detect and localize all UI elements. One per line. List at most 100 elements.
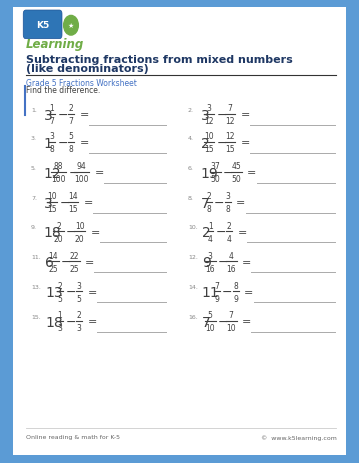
Text: 2: 2 bbox=[201, 137, 209, 150]
Text: 2: 2 bbox=[76, 311, 81, 319]
Text: 16.: 16. bbox=[188, 314, 197, 319]
Text: 88: 88 bbox=[54, 162, 64, 171]
Text: 25: 25 bbox=[48, 264, 58, 273]
Text: 11: 11 bbox=[202, 286, 220, 300]
Text: 8: 8 bbox=[225, 205, 230, 213]
Text: −: − bbox=[218, 256, 228, 269]
Text: 22: 22 bbox=[70, 251, 79, 260]
Text: Find the difference.: Find the difference. bbox=[26, 86, 100, 95]
Text: =: = bbox=[87, 317, 97, 327]
Text: −: − bbox=[57, 108, 68, 121]
Text: −: − bbox=[57, 137, 68, 150]
Text: 5.: 5. bbox=[31, 166, 37, 170]
Text: =: = bbox=[242, 257, 251, 267]
Text: −: − bbox=[68, 167, 79, 180]
Text: −: − bbox=[216, 137, 227, 150]
Text: 100: 100 bbox=[51, 175, 66, 184]
Text: 37: 37 bbox=[211, 162, 220, 171]
Text: =: = bbox=[85, 257, 94, 267]
Text: 7: 7 bbox=[214, 281, 219, 290]
Text: 3: 3 bbox=[50, 132, 55, 141]
Text: 14: 14 bbox=[68, 192, 78, 201]
Text: 20: 20 bbox=[54, 234, 64, 243]
Text: 12: 12 bbox=[225, 132, 235, 141]
Text: 10.: 10. bbox=[188, 225, 197, 230]
Text: 5: 5 bbox=[76, 294, 81, 303]
Text: ©  www.k5learning.com: © www.k5learning.com bbox=[261, 434, 336, 440]
Text: 18: 18 bbox=[45, 315, 63, 329]
Text: 14: 14 bbox=[48, 251, 58, 260]
Text: 8: 8 bbox=[206, 205, 211, 213]
Text: 15: 15 bbox=[68, 205, 78, 213]
Text: 2: 2 bbox=[69, 104, 73, 113]
Text: −: − bbox=[61, 256, 71, 269]
Text: 6: 6 bbox=[45, 256, 54, 270]
Text: 3: 3 bbox=[76, 281, 81, 290]
Text: −: − bbox=[214, 196, 225, 209]
Text: 11.: 11. bbox=[31, 255, 41, 260]
Text: 10: 10 bbox=[205, 324, 215, 332]
Text: 3: 3 bbox=[206, 104, 211, 113]
Text: 12: 12 bbox=[43, 167, 61, 181]
Text: 50: 50 bbox=[211, 175, 220, 184]
Text: 2: 2 bbox=[56, 221, 61, 230]
Text: 1: 1 bbox=[43, 137, 52, 150]
Text: 3: 3 bbox=[76, 324, 81, 332]
Text: 2: 2 bbox=[227, 221, 232, 230]
Text: 16: 16 bbox=[227, 264, 236, 273]
Text: −: − bbox=[65, 315, 76, 328]
Text: 8.: 8. bbox=[188, 195, 194, 200]
Text: (like denominators): (like denominators) bbox=[26, 64, 149, 74]
Text: =: = bbox=[236, 198, 246, 208]
Text: 9.: 9. bbox=[31, 225, 37, 230]
Text: =: = bbox=[79, 138, 89, 148]
Text: =: = bbox=[244, 287, 254, 297]
Text: =: = bbox=[87, 287, 97, 297]
Text: −: − bbox=[216, 108, 227, 121]
Text: 3: 3 bbox=[43, 196, 52, 210]
Text: 10: 10 bbox=[204, 132, 214, 141]
Text: 6.: 6. bbox=[188, 166, 194, 170]
Text: 2: 2 bbox=[57, 281, 62, 290]
Text: 5: 5 bbox=[208, 311, 213, 319]
Text: 4.: 4. bbox=[188, 136, 194, 141]
Text: 4: 4 bbox=[229, 251, 234, 260]
Text: 18: 18 bbox=[43, 226, 61, 240]
Text: 5: 5 bbox=[68, 132, 73, 141]
Text: 7: 7 bbox=[202, 315, 211, 329]
Text: 4: 4 bbox=[208, 234, 213, 243]
Text: 1.: 1. bbox=[31, 107, 37, 113]
Text: =: = bbox=[84, 198, 93, 208]
Text: 1: 1 bbox=[208, 221, 213, 230]
Text: 9: 9 bbox=[202, 256, 211, 270]
Text: ★: ★ bbox=[68, 23, 74, 29]
Circle shape bbox=[64, 16, 78, 36]
Text: 1: 1 bbox=[50, 104, 54, 113]
Text: 7.: 7. bbox=[31, 195, 37, 200]
Text: 100: 100 bbox=[75, 175, 89, 184]
Text: −: − bbox=[223, 167, 233, 180]
Text: =: = bbox=[241, 138, 250, 148]
Text: 7: 7 bbox=[229, 311, 234, 319]
Text: 15: 15 bbox=[204, 145, 214, 154]
Text: 10: 10 bbox=[227, 324, 236, 332]
Text: Online reading & math for K-5: Online reading & math for K-5 bbox=[26, 434, 120, 439]
Text: 8: 8 bbox=[233, 281, 238, 290]
Text: 16: 16 bbox=[205, 264, 215, 273]
Text: 10: 10 bbox=[47, 192, 57, 201]
Text: =: = bbox=[95, 168, 104, 178]
Text: =: = bbox=[238, 227, 247, 238]
Text: 25: 25 bbox=[70, 264, 79, 273]
Text: 3: 3 bbox=[225, 192, 230, 201]
Text: 14.: 14. bbox=[188, 285, 198, 290]
FancyBboxPatch shape bbox=[23, 11, 62, 39]
Text: 94: 94 bbox=[77, 162, 87, 171]
Text: Learning: Learning bbox=[26, 38, 84, 50]
Text: −: − bbox=[65, 286, 76, 299]
Text: 7: 7 bbox=[50, 117, 55, 126]
Text: −: − bbox=[215, 226, 226, 239]
Text: 3.: 3. bbox=[31, 136, 37, 141]
Text: −: − bbox=[59, 196, 70, 209]
Text: 10: 10 bbox=[75, 221, 84, 230]
Text: 7: 7 bbox=[228, 104, 232, 113]
